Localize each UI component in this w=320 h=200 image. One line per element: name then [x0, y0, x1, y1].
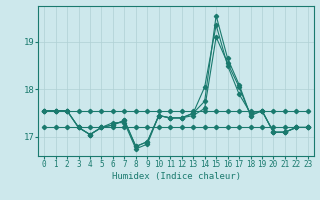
X-axis label: Humidex (Indice chaleur): Humidex (Indice chaleur) [111, 172, 241, 181]
